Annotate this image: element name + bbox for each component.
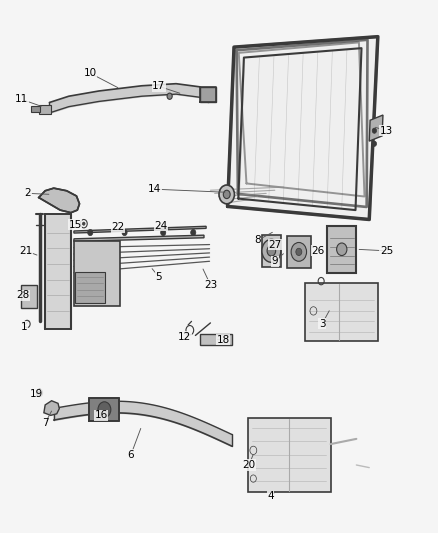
Text: 1: 1	[21, 321, 27, 332]
Text: 21: 21	[19, 246, 32, 256]
Text: 14: 14	[148, 184, 161, 194]
Polygon shape	[74, 235, 204, 241]
Polygon shape	[75, 272, 105, 303]
Polygon shape	[31, 106, 39, 112]
Circle shape	[337, 243, 347, 255]
Circle shape	[98, 402, 111, 417]
Circle shape	[267, 246, 276, 256]
Text: 9: 9	[272, 256, 278, 266]
Text: 20: 20	[243, 460, 256, 470]
Circle shape	[122, 229, 127, 236]
Polygon shape	[287, 236, 311, 268]
Circle shape	[372, 141, 377, 147]
Circle shape	[88, 229, 93, 236]
Text: 18: 18	[217, 335, 230, 345]
Polygon shape	[74, 227, 206, 233]
Text: 17: 17	[152, 82, 166, 91]
Polygon shape	[21, 285, 36, 308]
Circle shape	[191, 229, 196, 236]
Text: 3: 3	[319, 319, 325, 329]
Polygon shape	[305, 283, 378, 341]
Text: 10: 10	[84, 68, 97, 78]
Polygon shape	[39, 104, 51, 114]
Polygon shape	[369, 115, 383, 141]
Circle shape	[38, 391, 41, 394]
Polygon shape	[44, 401, 59, 415]
Text: 25: 25	[380, 246, 393, 256]
Circle shape	[262, 239, 281, 262]
Circle shape	[167, 93, 172, 99]
Text: 11: 11	[15, 94, 28, 104]
Polygon shape	[248, 418, 331, 492]
Polygon shape	[200, 87, 215, 102]
Text: 23: 23	[204, 280, 217, 290]
Polygon shape	[228, 37, 378, 220]
Polygon shape	[327, 226, 357, 273]
Polygon shape	[89, 398, 120, 421]
Text: 2: 2	[25, 188, 31, 198]
Circle shape	[161, 229, 166, 236]
Text: 4: 4	[267, 491, 274, 502]
Text: 26: 26	[311, 246, 325, 256]
Circle shape	[82, 222, 85, 225]
Circle shape	[296, 248, 302, 255]
Polygon shape	[200, 334, 232, 345]
Circle shape	[223, 190, 230, 199]
Circle shape	[219, 185, 234, 204]
Polygon shape	[74, 241, 120, 306]
Circle shape	[291, 243, 307, 261]
Text: 27: 27	[268, 239, 282, 249]
Polygon shape	[45, 214, 71, 329]
Text: 24: 24	[155, 221, 168, 231]
Text: 28: 28	[16, 290, 29, 300]
Text: 6: 6	[128, 449, 134, 459]
Text: 8: 8	[254, 236, 261, 245]
Text: 15: 15	[69, 220, 82, 230]
Text: 22: 22	[112, 222, 125, 232]
Text: 16: 16	[94, 410, 108, 421]
Text: 13: 13	[380, 126, 393, 136]
Text: 19: 19	[30, 390, 43, 399]
Polygon shape	[262, 235, 281, 266]
Text: 5: 5	[155, 272, 162, 282]
Text: 12: 12	[178, 332, 191, 342]
Circle shape	[372, 128, 377, 133]
Text: 7: 7	[42, 418, 49, 428]
Polygon shape	[39, 188, 79, 213]
